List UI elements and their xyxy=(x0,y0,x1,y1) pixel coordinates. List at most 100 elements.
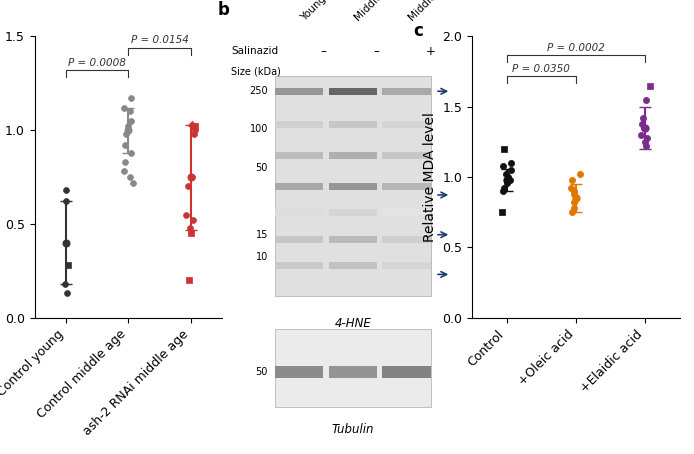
Point xyxy=(119,168,130,175)
Bar xyxy=(382,262,430,269)
Text: b: b xyxy=(218,0,230,19)
Point xyxy=(118,104,129,111)
Point xyxy=(644,82,655,89)
Text: P = 0.0002: P = 0.0002 xyxy=(547,43,605,53)
Point xyxy=(183,276,194,284)
Point xyxy=(60,281,71,288)
Point xyxy=(180,211,192,218)
Point xyxy=(189,127,201,134)
Text: Young: Young xyxy=(299,0,328,23)
Point xyxy=(185,230,196,237)
Point xyxy=(126,149,137,156)
Point xyxy=(501,176,512,183)
Bar xyxy=(382,121,430,128)
Point xyxy=(642,134,653,141)
Bar xyxy=(275,76,430,296)
Text: –: – xyxy=(374,45,380,58)
Text: 250: 250 xyxy=(249,86,268,96)
Point xyxy=(566,185,577,192)
Point xyxy=(499,185,510,192)
Point xyxy=(502,173,514,181)
Point xyxy=(569,188,580,195)
Point xyxy=(187,217,198,224)
Point xyxy=(498,162,509,169)
Bar xyxy=(382,88,430,95)
Bar xyxy=(275,366,323,378)
Point xyxy=(62,262,74,269)
Text: P = 0.0350: P = 0.0350 xyxy=(512,64,570,74)
Point xyxy=(119,158,130,166)
Point xyxy=(61,198,72,205)
Point xyxy=(123,123,134,130)
Point xyxy=(120,142,131,149)
Point xyxy=(501,171,512,178)
Point xyxy=(498,145,509,153)
Point xyxy=(498,188,509,195)
Point xyxy=(126,117,137,124)
Bar xyxy=(382,366,430,378)
Point xyxy=(61,187,72,194)
Point xyxy=(189,130,200,138)
Bar xyxy=(382,183,430,190)
Point xyxy=(187,173,198,181)
Text: 100: 100 xyxy=(250,124,268,134)
Point xyxy=(501,179,512,186)
Text: Middle age: Middle age xyxy=(353,0,400,23)
Point xyxy=(568,190,579,197)
Point xyxy=(128,179,139,186)
Text: 50: 50 xyxy=(255,163,268,173)
Point xyxy=(570,195,582,202)
Point xyxy=(636,120,648,127)
Bar xyxy=(275,152,323,159)
Bar xyxy=(329,236,377,242)
Bar xyxy=(382,209,430,216)
Point xyxy=(126,94,137,102)
Text: 50: 50 xyxy=(255,367,268,377)
Point xyxy=(61,290,72,297)
Point xyxy=(567,176,578,183)
Text: +: + xyxy=(425,45,436,58)
Point xyxy=(636,131,647,138)
Point xyxy=(496,209,507,216)
Point xyxy=(60,239,71,247)
Point xyxy=(575,171,586,178)
Text: Salinazid: Salinazid xyxy=(231,46,278,56)
Text: P = 0.0154: P = 0.0154 xyxy=(130,35,189,45)
Text: c: c xyxy=(414,22,423,40)
Y-axis label: Relative MDA level: Relative MDA level xyxy=(423,112,437,242)
Point xyxy=(186,121,197,128)
Point xyxy=(641,96,652,103)
Point xyxy=(566,209,577,216)
Point xyxy=(504,176,515,183)
Point xyxy=(568,199,579,206)
Text: 10: 10 xyxy=(255,252,268,262)
Point xyxy=(641,143,652,150)
Text: 4-HNE: 4-HNE xyxy=(335,317,371,330)
Bar xyxy=(329,121,377,128)
Bar xyxy=(275,88,323,95)
Text: Size (kDa): Size (kDa) xyxy=(231,67,281,77)
Bar xyxy=(382,236,430,242)
Text: Tubulin: Tubulin xyxy=(332,423,374,436)
Point xyxy=(125,173,136,181)
Point xyxy=(640,124,651,132)
Text: –: – xyxy=(320,45,326,58)
Bar xyxy=(329,366,377,378)
Point xyxy=(639,124,650,132)
Point xyxy=(639,138,650,145)
Bar xyxy=(275,262,323,269)
Point xyxy=(124,108,135,115)
Bar xyxy=(275,121,323,128)
Point xyxy=(120,130,131,138)
Point xyxy=(570,195,582,202)
Bar xyxy=(329,152,377,159)
Point xyxy=(506,166,517,173)
Point xyxy=(505,159,516,167)
Point xyxy=(185,173,196,181)
Point xyxy=(184,224,195,232)
Bar xyxy=(275,236,323,242)
Bar xyxy=(382,152,430,159)
Bar xyxy=(329,262,377,269)
Text: P = 0.0008: P = 0.0008 xyxy=(68,58,126,68)
Point xyxy=(189,123,201,130)
